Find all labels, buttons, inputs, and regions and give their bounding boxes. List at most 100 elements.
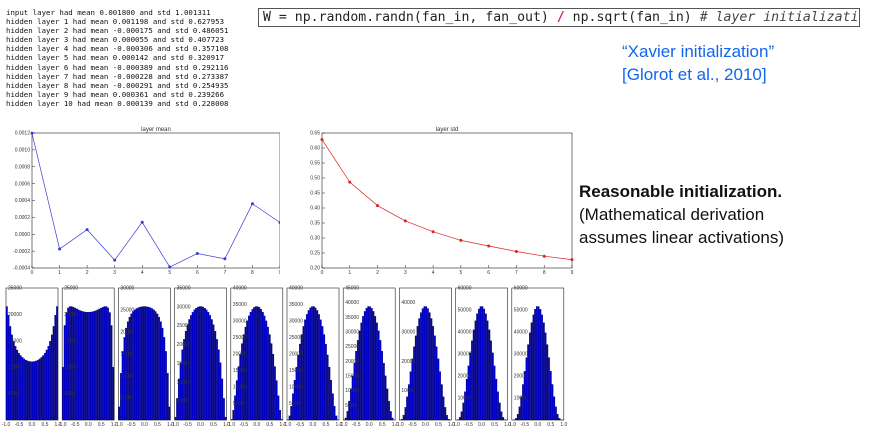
- histogram-bar: [325, 343, 327, 421]
- data-point: [168, 265, 172, 269]
- histogram-bar: [413, 346, 415, 421]
- x-tick-label: 7: [515, 270, 518, 276]
- histogram-bar: [241, 343, 243, 421]
- histogram-bar: [248, 315, 250, 421]
- histogram-bar: [38, 358, 41, 421]
- y-tick-label: 15000: [233, 368, 247, 374]
- histogram-bar: [367, 306, 370, 421]
- histogram-bar: [546, 344, 549, 421]
- histogram-bar: [31, 361, 34, 421]
- y-tick-label: 20000: [120, 330, 134, 336]
- x-tick-label: 0: [31, 270, 34, 276]
- histogram-bar: [121, 351, 124, 421]
- histogram-bar: [177, 378, 180, 421]
- histogram-bar: [125, 327, 128, 421]
- histogram-bar: [346, 411, 349, 421]
- histogram-bar: [181, 349, 184, 421]
- histogram-bar: [105, 306, 108, 421]
- histogram-bar: [203, 308, 206, 421]
- x-tick-label: 1.0: [336, 422, 343, 428]
- histogram-bar: [300, 334, 303, 421]
- histogram-bar: [33, 361, 36, 421]
- y-tick-label: 25000: [177, 323, 191, 329]
- plot-frame: [321, 132, 573, 269]
- chart-title: layer std: [436, 127, 459, 133]
- y-tick-label: 10000: [345, 388, 359, 394]
- y-tick-label: 10000: [514, 396, 528, 402]
- histogram-bar: [353, 362, 356, 421]
- histogram-bar: [249, 311, 252, 421]
- y-tick-label: 0.65: [310, 131, 320, 137]
- y-tick-label: 40000: [458, 330, 472, 336]
- y-tick-label: 60000: [514, 286, 528, 292]
- y-tick-label: 30000: [289, 319, 303, 325]
- histogram-bar: [425, 306, 428, 421]
- note-line-2: (Mathematical derivation: [579, 205, 765, 224]
- histogram-bar: [165, 351, 167, 421]
- y-tick-label: 10000: [8, 365, 22, 371]
- x-tick-label: 0.5: [547, 422, 554, 428]
- histogram-bar: [123, 337, 126, 421]
- histogram-bar: [126, 321, 129, 421]
- data-point: [376, 204, 380, 208]
- histogram-panel: 45000 40000 35000 30000 25000 20000 15000 10000…: [339, 286, 399, 429]
- histogram-bar: [488, 329, 491, 421]
- histogram-bar: [234, 395, 236, 421]
- y-tick-label: 30000: [514, 352, 528, 358]
- log-line: hidden layer 8 had mean -0.000291 and st…: [6, 80, 229, 90]
- histogram-bar: [35, 360, 38, 421]
- init-code-box: W = np.random.randn(fan_in, fan_out) / n…: [258, 8, 860, 27]
- histogram-bar: [502, 417, 505, 421]
- histogram-bar: [86, 312, 89, 421]
- histogram-bar: [541, 314, 543, 421]
- code-divide: /: [556, 10, 565, 25]
- histogram-bar: [96, 309, 99, 421]
- histogram-bar: [89, 311, 92, 421]
- histogram-bar: [381, 350, 384, 421]
- histogram-bar: [372, 311, 375, 421]
- histogram-bar: [45, 349, 48, 421]
- x-tick-label: -1.0: [451, 422, 460, 428]
- histogram-bar: [270, 343, 273, 421]
- histogram-bar: [304, 319, 307, 421]
- histogram-bar: [532, 314, 535, 421]
- y-tick-label: 15000: [8, 338, 22, 344]
- x-tick-label: 0.5: [379, 422, 386, 428]
- histogram-bar: [144, 306, 147, 421]
- histogram-bar: [481, 306, 484, 421]
- histogram-bar: [140, 306, 143, 421]
- x-tick-label: 3: [404, 270, 407, 276]
- x-tick-label: 5: [459, 270, 462, 276]
- x-tick-label: 0.5: [154, 422, 161, 428]
- histogram-bar: [483, 308, 486, 421]
- histogram-bar: [214, 331, 217, 421]
- histogram-bar: [333, 406, 336, 421]
- histogram-bar: [444, 407, 447, 421]
- histogram-bar: [246, 320, 249, 421]
- histogram-bar: [356, 340, 359, 421]
- histogram-bar: [237, 366, 240, 421]
- y-tick-label: 10000: [64, 365, 78, 371]
- histogram-bar: [558, 418, 561, 421]
- x-tick-label: 1.0: [223, 422, 230, 428]
- histogram-bar: [205, 309, 208, 421]
- y-tick-label: 25000: [120, 308, 134, 314]
- histogram-bar: [389, 411, 392, 421]
- y-tick-label: 10000: [401, 388, 415, 394]
- histogram-bar: [44, 352, 46, 421]
- y-tick-label: -0.0004: [13, 266, 30, 272]
- histogram-bar: [295, 366, 298, 421]
- y-tick-label: 20000: [345, 359, 359, 365]
- histogram-bar: [120, 373, 122, 421]
- histogram-bar: [420, 312, 422, 421]
- histogram-bar: [253, 307, 256, 421]
- y-tick-label: 0.45: [310, 191, 320, 197]
- log-line: hidden layer 1 had mean 0.001198 and std…: [6, 17, 225, 27]
- activation-stats-log: input layer had mean 0.001800 and std 1.…: [6, 8, 228, 108]
- histogram-bar: [168, 406, 171, 421]
- histogram-bar: [515, 418, 517, 421]
- histogram-bar: [299, 343, 301, 421]
- histogram-bar: [100, 307, 103, 421]
- histogram-bar: [101, 307, 104, 421]
- log-line: hidden layer 7 had mean -0.000228 and st…: [6, 71, 229, 81]
